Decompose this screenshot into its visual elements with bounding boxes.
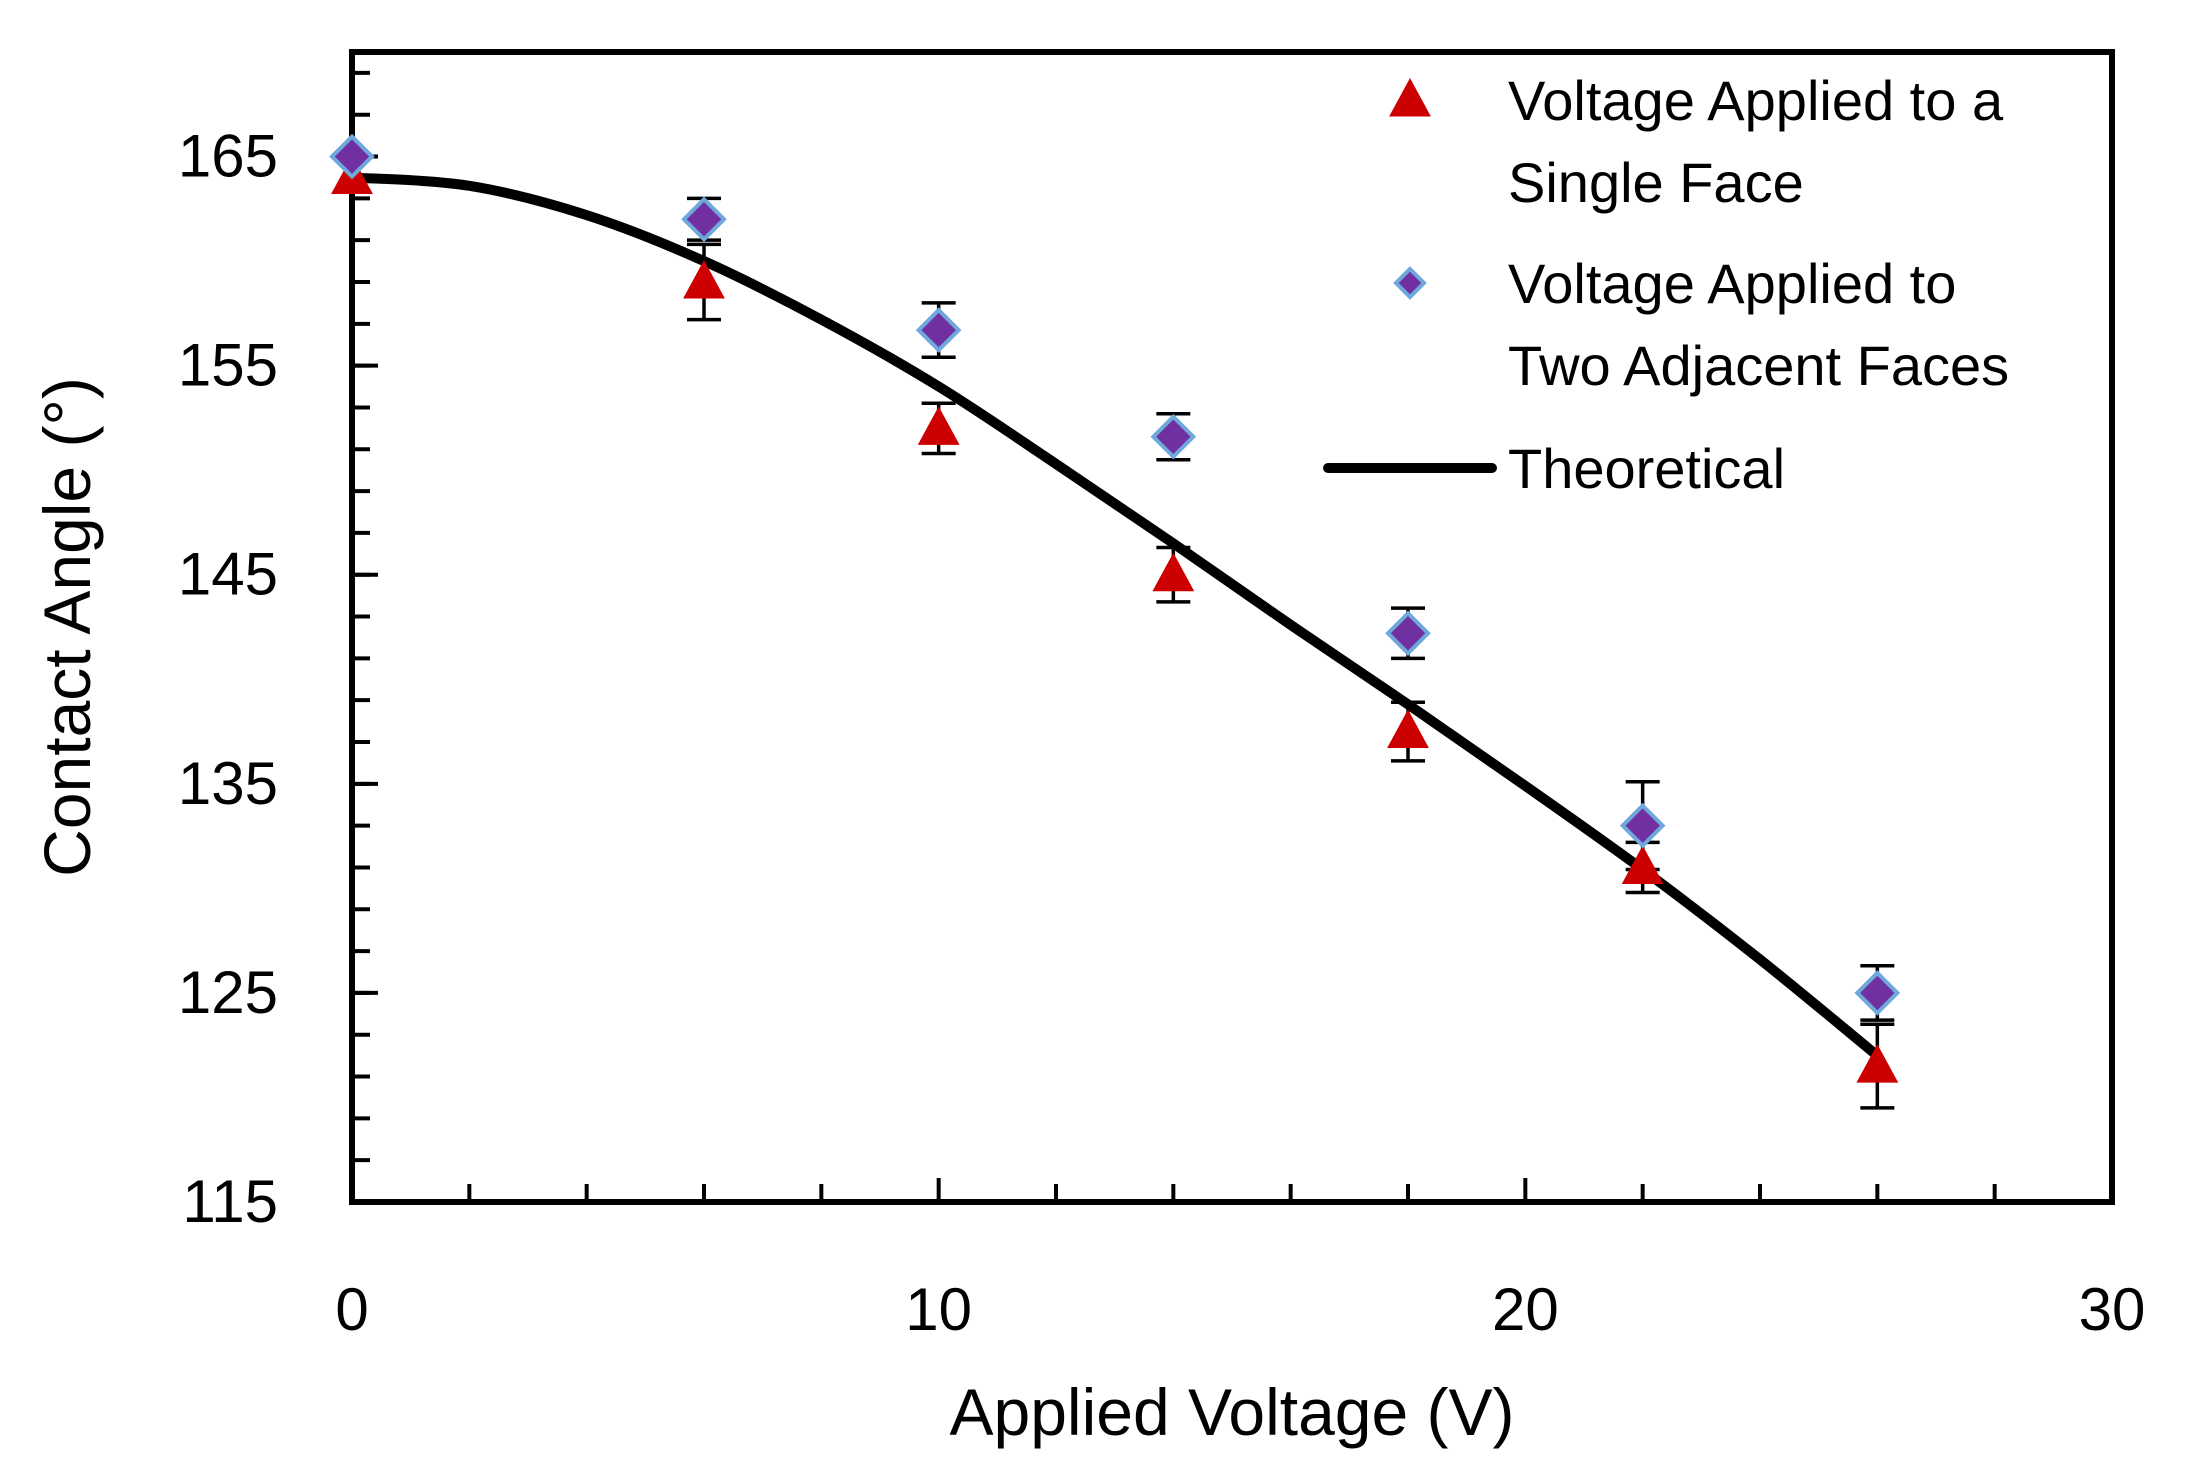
single-face-point — [683, 260, 725, 299]
legend-label: Two Adjacent Faces — [1508, 334, 2009, 397]
two-faces-point — [915, 307, 962, 353]
data-markers — [329, 133, 1901, 1083]
x-tick-label: 20 — [1492, 1276, 1559, 1343]
x-tick-label: 30 — [2079, 1276, 2146, 1343]
legend-label: Single Face — [1508, 151, 1804, 214]
legend-label: Voltage Applied to — [1508, 252, 1956, 315]
legend-diamond-icon — [1393, 266, 1427, 300]
legend-label: Voltage Applied to a — [1508, 69, 2004, 132]
single-face-point — [1856, 1044, 1899, 1083]
single-face-point — [1621, 845, 1664, 884]
single-face-point — [917, 406, 960, 445]
two-faces-point — [1619, 802, 1666, 849]
x-tick-label: 0 — [335, 1276, 368, 1343]
single-face-point — [1152, 552, 1195, 592]
y-axis-title: Contact Angle (°) — [30, 377, 104, 877]
plot-frame — [349, 49, 2115, 1205]
two-faces-point — [1150, 413, 1197, 460]
y-tick-label: 135 — [178, 750, 278, 817]
x-axis-ticks: 0 10 20 30 — [335, 1178, 2145, 1343]
y-tick-label: 125 — [178, 959, 278, 1026]
two-faces-point — [1385, 610, 1431, 657]
x-axis-title: Applied Voltage (V) — [949, 1375, 1514, 1449]
two-faces-point — [681, 196, 727, 243]
x-tick-label: 10 — [905, 1276, 972, 1343]
legend-triangle-icon — [1389, 78, 1431, 117]
y-tick-label: 115 — [182, 1168, 278, 1235]
single-face-point — [1387, 709, 1429, 749]
two-faces-point — [329, 133, 375, 180]
legend: Voltage Applied to a Single Face Voltage A… — [1323, 69, 2009, 500]
two-faces-point — [1854, 970, 1901, 1016]
y-tick-label: 155 — [178, 332, 278, 399]
y-tick-label: 145 — [178, 541, 278, 608]
y-tick-label: 165 — [178, 123, 278, 190]
y-axis-ticks: 115 125 135 145 155 165 — [178, 70, 378, 1235]
legend-label: Theoretical — [1508, 437, 1785, 500]
